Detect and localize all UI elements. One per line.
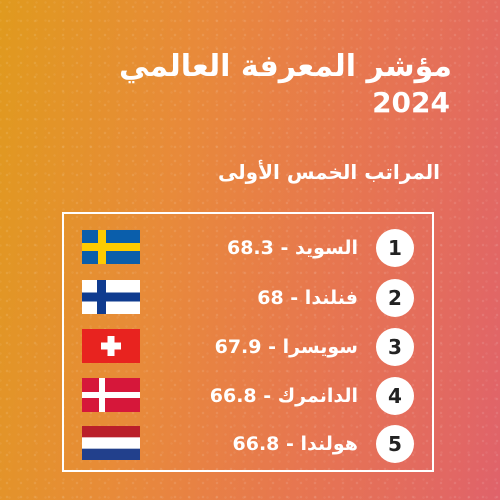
ranking-row: 1 السويد - 68.3 xyxy=(64,226,432,270)
page-subtitle: المراتب الخمس الأولى xyxy=(217,160,440,184)
ranking-row: 3 سويسرا - 67.9 xyxy=(64,325,432,369)
country-score-label: هولندا - 66.8 xyxy=(232,433,358,455)
country-score-label: فنلندا - 68 xyxy=(257,287,358,309)
page-year: 2024 xyxy=(372,86,450,119)
finland-flag-icon xyxy=(82,280,140,314)
page-title: مؤشر المعرفة العالمي xyxy=(118,49,452,84)
sweden-flag-icon xyxy=(82,230,140,264)
ranking-row: 5 هولندا - 66.8 xyxy=(64,422,432,466)
country-score-label: سويسرا - 67.9 xyxy=(214,336,358,358)
rank-badge: 1 xyxy=(376,229,414,267)
rank-badge: 2 xyxy=(376,279,414,317)
rank-badge: 3 xyxy=(376,328,414,366)
ranking-row: 2 فنلندا - 68 xyxy=(64,276,432,320)
rank-badge: 4 xyxy=(376,377,414,415)
switzerland-flag-icon xyxy=(82,329,140,363)
rank-badge: 5 xyxy=(376,425,414,463)
ranking-row: 4 الدانمرك - 66.8 xyxy=(64,374,432,418)
country-score-label: السويد - 68.3 xyxy=(226,237,358,259)
country-score-label: الدانمرك - 66.8 xyxy=(209,385,358,407)
rankings-panel: 1 السويد - 68.3 2 فنلندا - 68 3 سويسرا -… xyxy=(62,212,434,472)
netherlands-flag-icon xyxy=(82,426,140,460)
denmark-flag-icon xyxy=(82,378,140,412)
